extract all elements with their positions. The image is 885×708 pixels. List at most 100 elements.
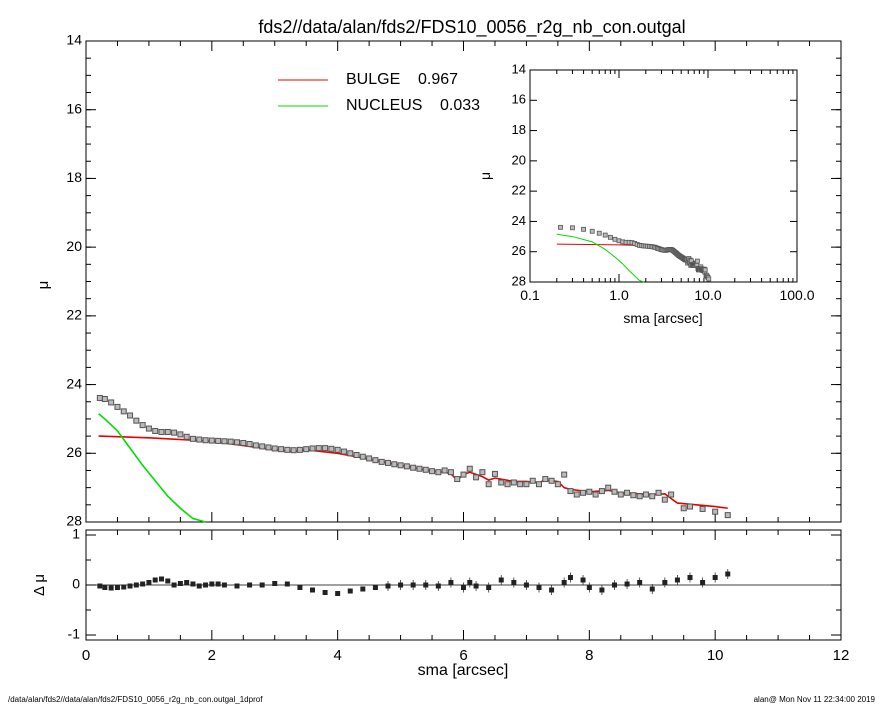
data-point bbox=[303, 446, 310, 453]
residual-point bbox=[435, 583, 441, 589]
data-point bbox=[642, 491, 649, 498]
residual-point bbox=[637, 580, 643, 585]
inset-data-point bbox=[706, 276, 712, 282]
footer-file-path: /data/alan/fds2//data/alan/fds2/FDS10_00… bbox=[8, 695, 263, 704]
data-point bbox=[164, 428, 171, 435]
inset-x-tick-label: 10.0 bbox=[694, 287, 721, 303]
data-point bbox=[340, 448, 347, 455]
residual-point bbox=[347, 588, 353, 594]
x-tick-label: 8 bbox=[585, 647, 593, 664]
data-point bbox=[259, 443, 266, 450]
inset-y-tick-label: 18 bbox=[512, 122, 526, 137]
data-point bbox=[554, 481, 561, 488]
data-point bbox=[473, 474, 480, 481]
data-point bbox=[617, 491, 624, 498]
main-y-tick-label: 22 bbox=[66, 307, 82, 323]
data-point bbox=[278, 446, 285, 453]
data-point bbox=[208, 437, 215, 444]
residual-point bbox=[146, 580, 152, 585]
chart-title: fds2//data/alan/fds2/FDS10_0056_r2g_nb_c… bbox=[258, 17, 685, 38]
data-point bbox=[183, 433, 190, 440]
data-point bbox=[397, 462, 404, 469]
inset-y-tick-label: 26 bbox=[512, 243, 526, 258]
data-point bbox=[416, 465, 423, 472]
data-point bbox=[334, 446, 341, 453]
residual-point bbox=[190, 581, 196, 587]
main-y-tick-label: 28 bbox=[66, 513, 82, 529]
data-point bbox=[359, 453, 366, 460]
data-point bbox=[498, 479, 505, 486]
residual-point bbox=[234, 583, 240, 589]
data-point bbox=[567, 488, 574, 495]
legend-nucleus-value: 0.033 bbox=[440, 97, 480, 114]
data-point bbox=[227, 438, 234, 445]
residual-point bbox=[599, 587, 605, 593]
data-point bbox=[127, 412, 134, 419]
residual-point bbox=[322, 590, 328, 595]
data-point bbox=[309, 445, 316, 452]
inset-y-ticks: 14 16 18 20 22 24 26 28 bbox=[512, 61, 797, 288]
residual-point bbox=[687, 575, 693, 580]
inset-data-point bbox=[607, 234, 613, 240]
data-point bbox=[460, 471, 467, 478]
footer-timestamp: alan@ Mon Nov 11 22:34:00 2019 bbox=[753, 695, 875, 704]
residual-point bbox=[221, 582, 227, 588]
data-point bbox=[435, 469, 442, 476]
data-point bbox=[668, 491, 675, 498]
residual-point bbox=[536, 585, 542, 590]
residual-point bbox=[662, 580, 668, 585]
main-y-tick-label: 26 bbox=[66, 444, 82, 460]
data-point bbox=[699, 505, 706, 512]
residual-point bbox=[674, 577, 680, 583]
data-point bbox=[586, 488, 593, 495]
residual-point bbox=[121, 584, 127, 590]
data-point bbox=[145, 425, 152, 432]
data-point bbox=[429, 468, 436, 475]
residual-y-tick-label: 0 bbox=[72, 576, 80, 592]
data-point bbox=[322, 445, 329, 452]
residual-point bbox=[473, 583, 479, 589]
residual-point bbox=[725, 571, 731, 577]
residual-point bbox=[215, 581, 221, 587]
data-point bbox=[353, 452, 360, 459]
residual-point bbox=[247, 582, 253, 588]
residual-point bbox=[410, 582, 416, 588]
inset-plot-frame bbox=[529, 69, 798, 283]
residual-point bbox=[184, 580, 190, 585]
data-point bbox=[573, 491, 580, 498]
residual-point bbox=[586, 585, 592, 590]
data-point bbox=[114, 403, 121, 410]
residual-point bbox=[108, 585, 114, 591]
data-point bbox=[96, 394, 103, 401]
residual-point bbox=[467, 580, 473, 585]
data-point bbox=[548, 477, 555, 484]
data-point bbox=[372, 457, 379, 464]
residual-point bbox=[152, 577, 158, 583]
data-point bbox=[252, 442, 259, 449]
data-point bbox=[215, 437, 222, 444]
data-point bbox=[410, 464, 417, 471]
data-point bbox=[636, 493, 643, 500]
x-tick-label: 10 bbox=[707, 647, 724, 664]
residual-point bbox=[567, 575, 573, 580]
inset-data-point bbox=[596, 230, 602, 236]
data-point bbox=[189, 435, 196, 442]
data-point bbox=[177, 431, 184, 438]
bulge-model-line bbox=[98, 435, 728, 510]
data-point bbox=[630, 492, 637, 499]
data-point bbox=[378, 458, 385, 465]
data-point bbox=[561, 471, 568, 478]
residual-point bbox=[272, 581, 278, 586]
data-point bbox=[221, 438, 228, 445]
inset-x-tick-label: 0.1 bbox=[520, 287, 540, 303]
residual-point bbox=[448, 580, 454, 585]
residual-point bbox=[159, 576, 164, 582]
data-point bbox=[366, 455, 373, 462]
nucleus-model-path bbox=[98, 413, 206, 523]
data-point bbox=[120, 408, 127, 415]
data-point bbox=[592, 491, 599, 498]
residual-point bbox=[171, 582, 177, 588]
legend-nucleus-label: NUCLEUS bbox=[346, 97, 422, 114]
residual-point bbox=[561, 580, 567, 585]
